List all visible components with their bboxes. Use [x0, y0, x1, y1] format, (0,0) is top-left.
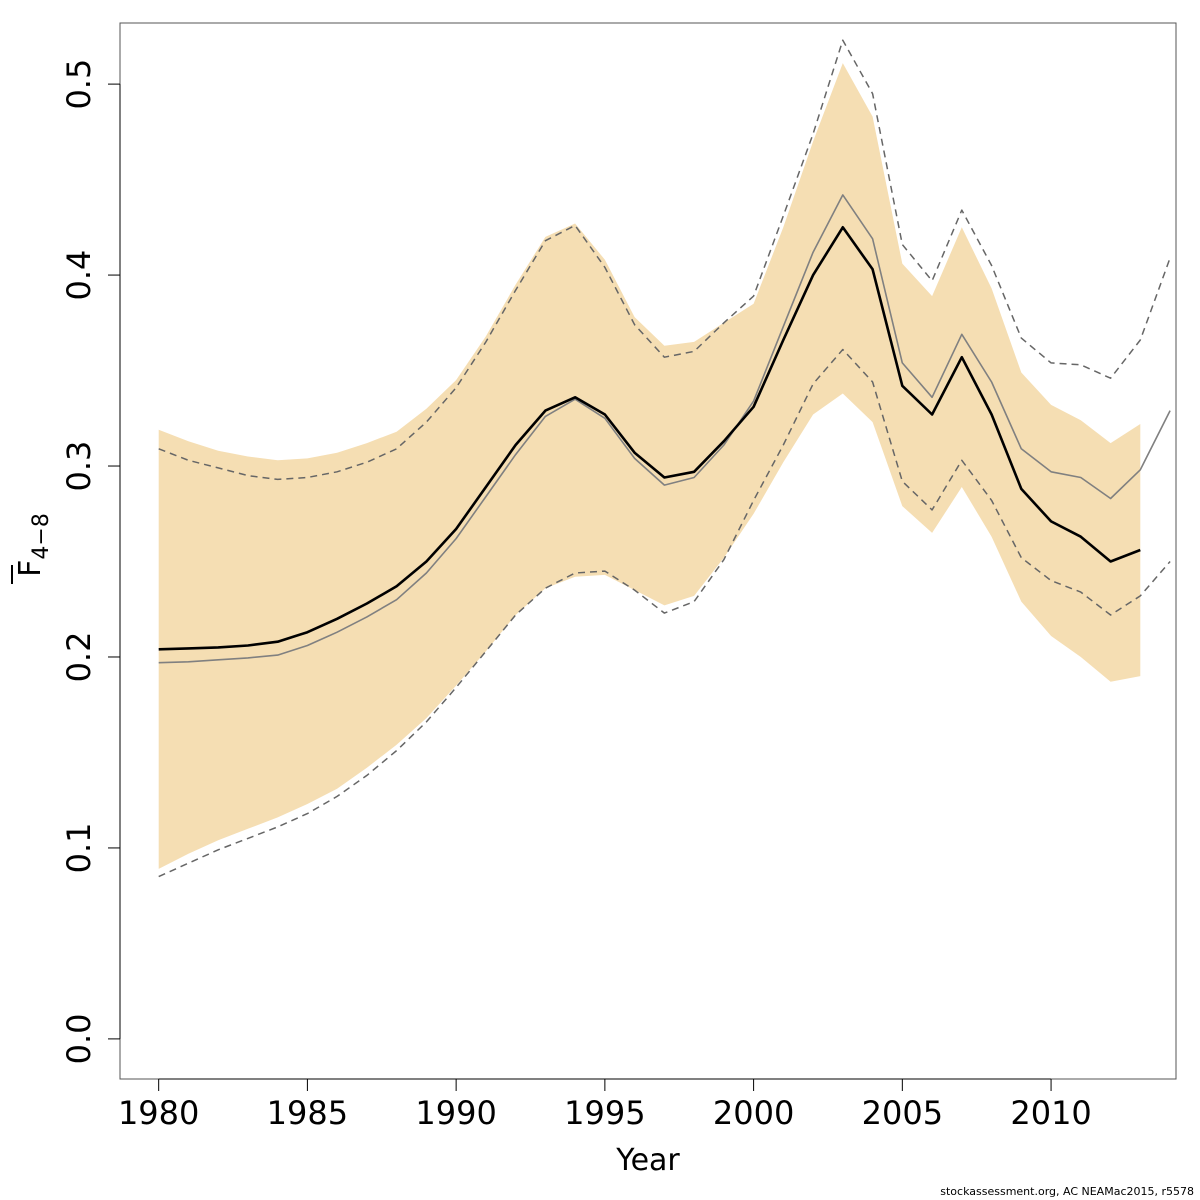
x-axis: 1980 1985 1990 1995 2000 2005 2010 [118, 1078, 1092, 1132]
x-tick-label: 2000 [713, 1094, 794, 1132]
series-line-estimate-0 [158, 226, 1141, 651]
x-tick-label: 1995 [564, 1094, 645, 1132]
x-axis-title: Year [615, 1143, 680, 1178]
series-line-reference-ci-3 [158, 348, 1171, 878]
x-tick-label: 1980 [118, 1094, 199, 1132]
y-axis: 0.0 0.1 0.2 0.3 0.4 0.5 [60, 59, 121, 1064]
footer-credit: stockassessment.org, AC NEAMac2015, r557… [940, 1185, 1194, 1198]
y-tick-label: 0.3 [60, 441, 98, 492]
y-tick-label: 0.4 [60, 250, 98, 301]
x-tick-label: 2005 [862, 1094, 943, 1132]
series-layer [158, 39, 1171, 878]
y-tick-label: 0.1 [60, 822, 98, 873]
y-tick-label: 0.5 [60, 59, 98, 110]
series-line-reference-ci-2 [158, 39, 1171, 481]
y-axis-title-base: F [13, 560, 48, 577]
x-tick-label: 1985 [267, 1094, 348, 1132]
series-line-reference-1 [158, 194, 1171, 664]
svg-text:F4−8: F4−8 [13, 513, 54, 577]
x-tick-label: 1990 [415, 1094, 496, 1132]
y-axis-title: F4−8 [11, 513, 54, 584]
y-tick-label: 0.2 [60, 632, 98, 683]
x-tick-label: 2010 [1010, 1094, 1091, 1132]
y-tick-label: 0.0 [60, 1013, 98, 1064]
y-axis-title-subscript: 4−8 [29, 513, 54, 559]
